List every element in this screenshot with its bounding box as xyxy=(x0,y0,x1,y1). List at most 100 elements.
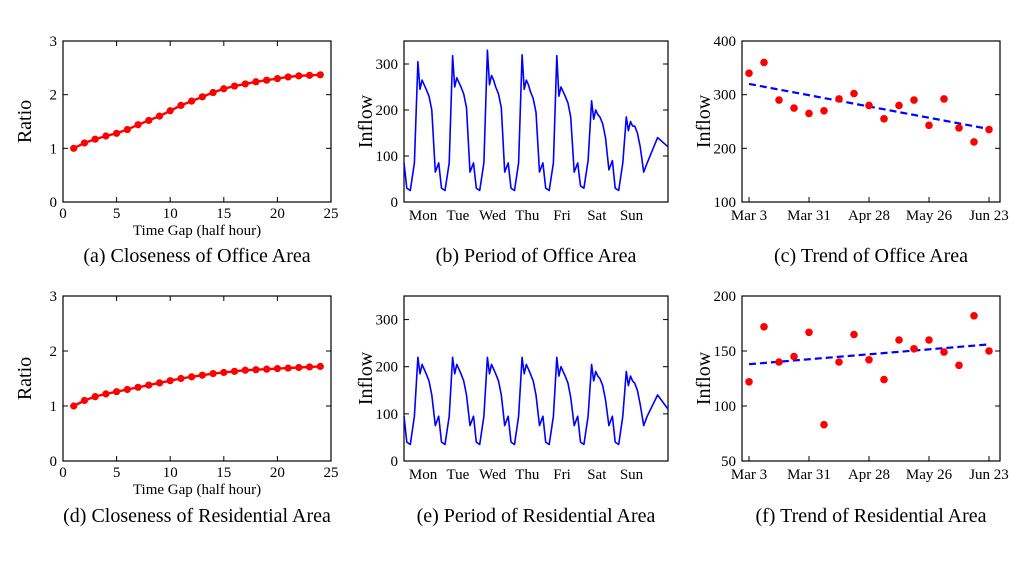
data-point xyxy=(91,135,99,143)
caption: (a) Closeness of Office Area xyxy=(83,245,310,267)
data-point xyxy=(835,95,843,103)
x-tick-label: Wed xyxy=(479,467,507,483)
data-point xyxy=(820,420,828,429)
data-point xyxy=(123,385,131,394)
data-point xyxy=(198,93,206,101)
data-point xyxy=(970,138,978,146)
caption: (f) Trend of Residential Area xyxy=(755,505,986,527)
plot-frame-e xyxy=(403,295,669,462)
data-point xyxy=(134,121,142,129)
data-point xyxy=(880,375,888,384)
x-tick-label: 10 xyxy=(163,206,178,222)
data-point xyxy=(166,377,174,385)
x-tick-label: 25 xyxy=(324,206,339,222)
y-tick-label: 0 xyxy=(391,454,399,470)
y-tick-label: 100 xyxy=(714,195,737,211)
data-point xyxy=(760,58,768,67)
caption: (b) Period of Office Area xyxy=(436,245,637,267)
y-axis-label: Ratio xyxy=(14,100,36,143)
x-tick-label: Mon xyxy=(409,208,438,224)
x-tick-label: 25 xyxy=(324,465,339,481)
x-tick-label: Mar 3 xyxy=(731,467,767,483)
chart-b: 0 100 200 300 Inflow Mon Tue Wed Thu Fri Sat Sun (b)… xyxy=(355,40,669,267)
data-point xyxy=(316,362,324,370)
y-tick-label: 200 xyxy=(376,103,399,119)
x-tick-label: May 26 xyxy=(906,208,953,224)
x-tick-label: Wed xyxy=(479,208,507,224)
data-point xyxy=(70,144,78,152)
data-point xyxy=(198,371,206,379)
data-point xyxy=(775,358,783,366)
data-point xyxy=(102,132,110,140)
chart-c: 100 200 300 400 Inflow Mar 3 Mar 31 Apr 28 May 2… xyxy=(693,34,1009,267)
data-point xyxy=(273,365,281,373)
x-tick-label: Mar 31 xyxy=(787,467,831,483)
data-point xyxy=(209,369,217,378)
data-point xyxy=(252,366,260,374)
data-point xyxy=(895,336,903,344)
y-tick-label: 3 xyxy=(50,289,58,305)
data-point xyxy=(790,352,798,361)
x-tick-label: 5 xyxy=(113,465,121,481)
y-axis-label: Inflow xyxy=(355,94,377,148)
data-point xyxy=(895,101,903,110)
data-point xyxy=(955,124,963,132)
data-point xyxy=(188,373,196,381)
data-point xyxy=(252,78,260,86)
y-axis-label: Inflow xyxy=(355,351,377,405)
x-tick-label: Apr 28 xyxy=(848,467,890,483)
data-point xyxy=(865,101,873,110)
y-tick-label: 100 xyxy=(376,407,399,423)
x-tick-label: Jun 23 xyxy=(969,208,1009,224)
data-point xyxy=(134,383,142,391)
data-point xyxy=(113,388,121,396)
data-point xyxy=(790,104,798,112)
data-point xyxy=(241,366,249,374)
x-tick-label: May 26 xyxy=(906,467,953,483)
x-tick-label: 20 xyxy=(270,206,285,222)
y-tick-label: 400 xyxy=(714,34,737,50)
x-tick-label: 5 xyxy=(113,206,121,222)
data-point xyxy=(113,129,121,137)
y-tick-label: 0 xyxy=(50,454,58,470)
data-point xyxy=(91,393,99,401)
data-point xyxy=(220,85,228,93)
x-tick-label: Sun xyxy=(620,208,644,224)
x-tick-label: Mar 3 xyxy=(731,208,767,224)
x-tick-label: 0 xyxy=(59,206,67,222)
data-point xyxy=(850,330,858,339)
y-tick-label: 300 xyxy=(376,57,399,73)
data-point xyxy=(177,374,185,383)
y-tick-label: 300 xyxy=(376,313,399,329)
data-point xyxy=(910,345,918,353)
y-tick-label: 1 xyxy=(50,141,58,157)
x-tick-label: Fri xyxy=(553,467,571,483)
trend-line xyxy=(748,343,990,366)
y-axis-label: Inflow xyxy=(693,94,715,148)
caption: (d) Closeness of Residential Area xyxy=(63,505,331,527)
data-point xyxy=(177,101,185,109)
plot-frame-f xyxy=(741,295,1001,462)
data-point xyxy=(230,82,239,90)
data-point xyxy=(102,390,110,398)
x-tick-label: 10 xyxy=(163,465,178,481)
data-point xyxy=(263,365,271,373)
x-axis-label: Time Gap (half hour) xyxy=(133,223,261,239)
x-tick-label: Mar 31 xyxy=(787,208,831,224)
data-point xyxy=(865,356,873,364)
series-line xyxy=(73,365,321,408)
data-point xyxy=(850,89,858,98)
data-point xyxy=(241,80,249,88)
data-point xyxy=(970,312,978,320)
x-tick-label: Mon xyxy=(409,467,438,483)
data-point xyxy=(316,71,324,79)
x-tick-label: Tue xyxy=(446,208,469,224)
x-tick-label: 15 xyxy=(216,465,231,481)
data-point xyxy=(745,69,753,77)
data-point xyxy=(305,71,314,79)
data-point xyxy=(70,402,78,410)
y-tick-label: 200 xyxy=(714,289,737,305)
x-axis-label: Time Gap (half hour) xyxy=(133,482,261,498)
data-point xyxy=(155,112,164,120)
plot-frame-b xyxy=(403,40,669,203)
